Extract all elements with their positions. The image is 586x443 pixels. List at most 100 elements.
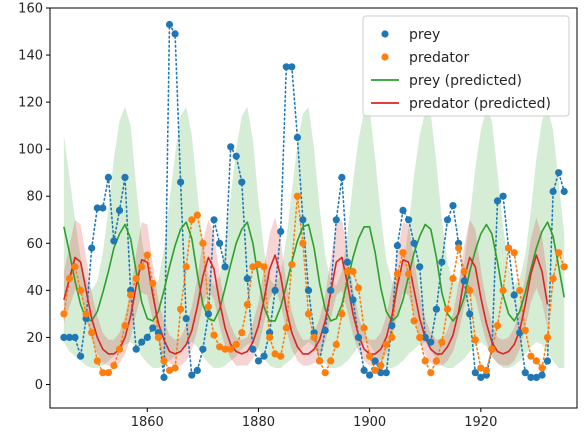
predator-point: [332, 340, 340, 349]
prey-point: [449, 202, 457, 210]
predator-point: [560, 263, 568, 271]
predator-point: [549, 275, 557, 283]
predator-point: [427, 369, 435, 377]
legend-marker-predator: [381, 53, 389, 61]
prey-point: [143, 333, 151, 341]
predator-point: [460, 267, 468, 276]
predator-point: [243, 300, 251, 309]
predator-point: [238, 329, 246, 337]
predator-point: [393, 270, 401, 278]
predator-point: [282, 324, 290, 332]
prey-point: [366, 371, 374, 379]
prey-point: [227, 143, 235, 151]
x-tick-label: 1900: [353, 415, 386, 430]
confidence-bands: [63, 106, 565, 369]
prey-point: [99, 204, 107, 212]
prey-point: [216, 239, 224, 247]
y-tick-label: 140: [18, 49, 43, 64]
prey-point: [204, 310, 212, 318]
predator-point: [165, 366, 174, 374]
predator-point: [527, 352, 535, 360]
y-tick-label: 120: [18, 96, 43, 111]
prey-point: [382, 369, 390, 377]
predator-point: [182, 263, 190, 271]
predator-point: [104, 369, 112, 377]
predator-point: [538, 364, 546, 372]
prey-confidence-band: [63, 106, 565, 369]
y-tick-label: 100: [18, 143, 43, 158]
predator-point: [388, 333, 396, 341]
prey-point: [71, 333, 79, 341]
predator-point: [65, 275, 74, 283]
predator-point: [371, 366, 379, 374]
prey-point: [238, 178, 246, 186]
prey-point: [165, 20, 174, 29]
prey-point: [193, 366, 201, 374]
x-tick-label: 1860: [131, 415, 164, 430]
predator-point: [121, 322, 129, 330]
prey-point: [527, 373, 535, 381]
predator-point: [171, 364, 179, 372]
predator-confidence-band: [63, 217, 548, 366]
prey-point: [421, 333, 429, 341]
predator-point: [349, 267, 357, 276]
predator-point: [482, 366, 490, 374]
prey-point: [249, 345, 257, 353]
predator-point: [327, 357, 335, 365]
y-tick-label: 40: [26, 284, 43, 299]
predator-point: [316, 357, 324, 365]
prey-point: [460, 277, 468, 285]
predator-point: [71, 263, 79, 271]
prey-point: [410, 239, 418, 247]
legend-label-prey-predicted: prey (predicted): [409, 73, 522, 89]
prey-point: [338, 173, 346, 181]
predator-point: [199, 239, 207, 247]
prey-point: [199, 345, 207, 353]
predator-point: [510, 249, 518, 257]
predator-point: [354, 284, 363, 292]
predator-point: [455, 244, 463, 252]
predator-point: [438, 338, 446, 346]
predator-point: [260, 263, 268, 271]
x-tick-label: 1920: [464, 415, 497, 430]
predator-point: [399, 249, 407, 257]
y-tick-label: 20: [26, 331, 43, 346]
prey-point: [499, 192, 507, 200]
predator-point: [321, 369, 329, 377]
prey-point: [149, 324, 157, 332]
prey-point: [160, 373, 168, 381]
prey-point: [343, 258, 351, 266]
predator-point: [432, 357, 440, 365]
prey-point: [438, 258, 446, 266]
prey-point: [221, 263, 229, 271]
prey-point: [371, 357, 379, 365]
prey-point: [188, 371, 196, 379]
predator-point: [110, 362, 118, 370]
prey-point: [304, 286, 313, 294]
prey-point: [121, 173, 129, 181]
predator-point: [232, 340, 240, 349]
y-tick-label: 60: [26, 237, 43, 252]
predator-point: [99, 369, 107, 377]
prey-point: [299, 216, 307, 224]
prey-point: [399, 206, 407, 214]
prey-point: [510, 291, 518, 299]
prey-point: [88, 244, 96, 252]
prey-point: [427, 338, 435, 346]
predator-point: [177, 305, 185, 313]
predator-point: [338, 310, 346, 318]
legend-label-predator: predator: [409, 50, 469, 66]
predator-point: [210, 331, 218, 339]
y-tick-label: 0: [35, 378, 43, 393]
predator-point: [405, 270, 413, 278]
prey-point: [232, 152, 240, 160]
predator-point: [449, 275, 457, 283]
prey-point: [521, 369, 529, 377]
prey-point: [560, 187, 568, 196]
predator-point: [382, 340, 390, 349]
prey-predicted-line: [63, 221, 565, 322]
predator-point: [304, 310, 313, 318]
predator-point: [82, 310, 90, 318]
prey-point: [388, 322, 396, 330]
